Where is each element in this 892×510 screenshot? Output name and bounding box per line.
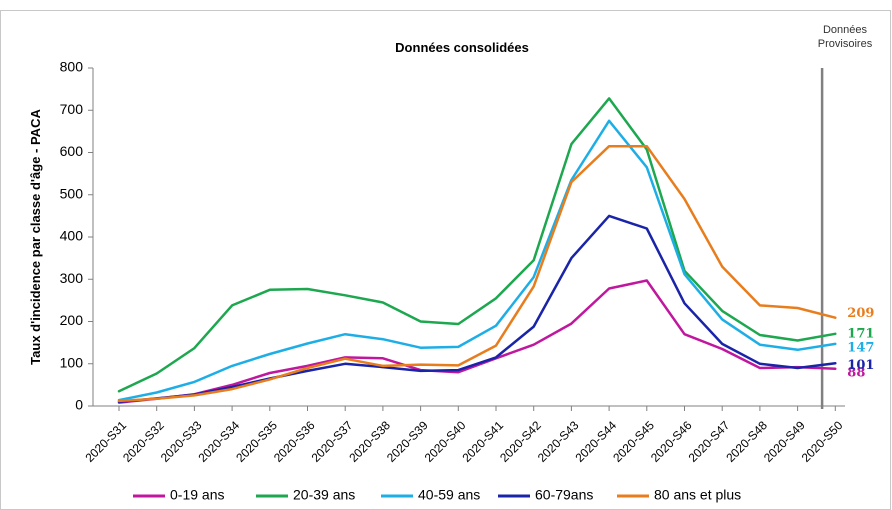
y-tick-label: 100 — [60, 354, 84, 370]
provisional-data-marker: Données Provisoires — [818, 24, 873, 409]
end-value-label: 147 — [847, 340, 874, 355]
end-value-label: 209 — [847, 306, 874, 321]
y-tick-label: 800 — [60, 59, 84, 75]
y-tick-label: 500 — [60, 185, 84, 201]
chart-title: Données consolidées — [395, 40, 529, 55]
end-value-label: 88 — [847, 365, 865, 380]
legend-label: 60-79ans — [535, 487, 593, 503]
series-line-2 — [117, 97, 837, 393]
provisional-label-line1: Données — [823, 24, 868, 36]
end-value-label: 101 — [847, 358, 874, 373]
y-tick-label: 200 — [60, 312, 84, 328]
x-axis: 2020-S312020-S322020-S332020-S342020-S35… — [82, 405, 846, 465]
y-tick-label: 300 — [60, 270, 84, 286]
series-line-4 — [117, 214, 837, 404]
y-tick-label: 700 — [60, 101, 84, 117]
legend-label: 40-59 ans — [418, 487, 480, 503]
y-axis: 0 100 200 300 400 500 600 700 800 — [60, 59, 94, 413]
legend: 0-19 ans 20-39 ans 40-59 ans 60-79ans 80 ans… — [133, 487, 741, 503]
series-line-3 — [117, 119, 837, 402]
provisional-label-line2: Provisoires — [818, 38, 873, 50]
legend-label: 20-39 ans — [293, 487, 355, 503]
y-tick-label: 600 — [60, 143, 84, 159]
legend-label: 0-19 ans — [170, 487, 224, 503]
x-tick-label: 2020-S50 — [799, 418, 846, 465]
end-value-label: 171 — [847, 326, 874, 341]
series-line-5 — [117, 144, 837, 403]
y-tick-label: 0 — [75, 397, 83, 413]
series-line-1 — [117, 279, 837, 404]
y-tick-label: 400 — [60, 228, 84, 244]
legend-label: 80 ans et plus — [654, 487, 741, 503]
y-axis-label: Taux d'incidence par classe d'âge - PACA — [28, 109, 43, 365]
